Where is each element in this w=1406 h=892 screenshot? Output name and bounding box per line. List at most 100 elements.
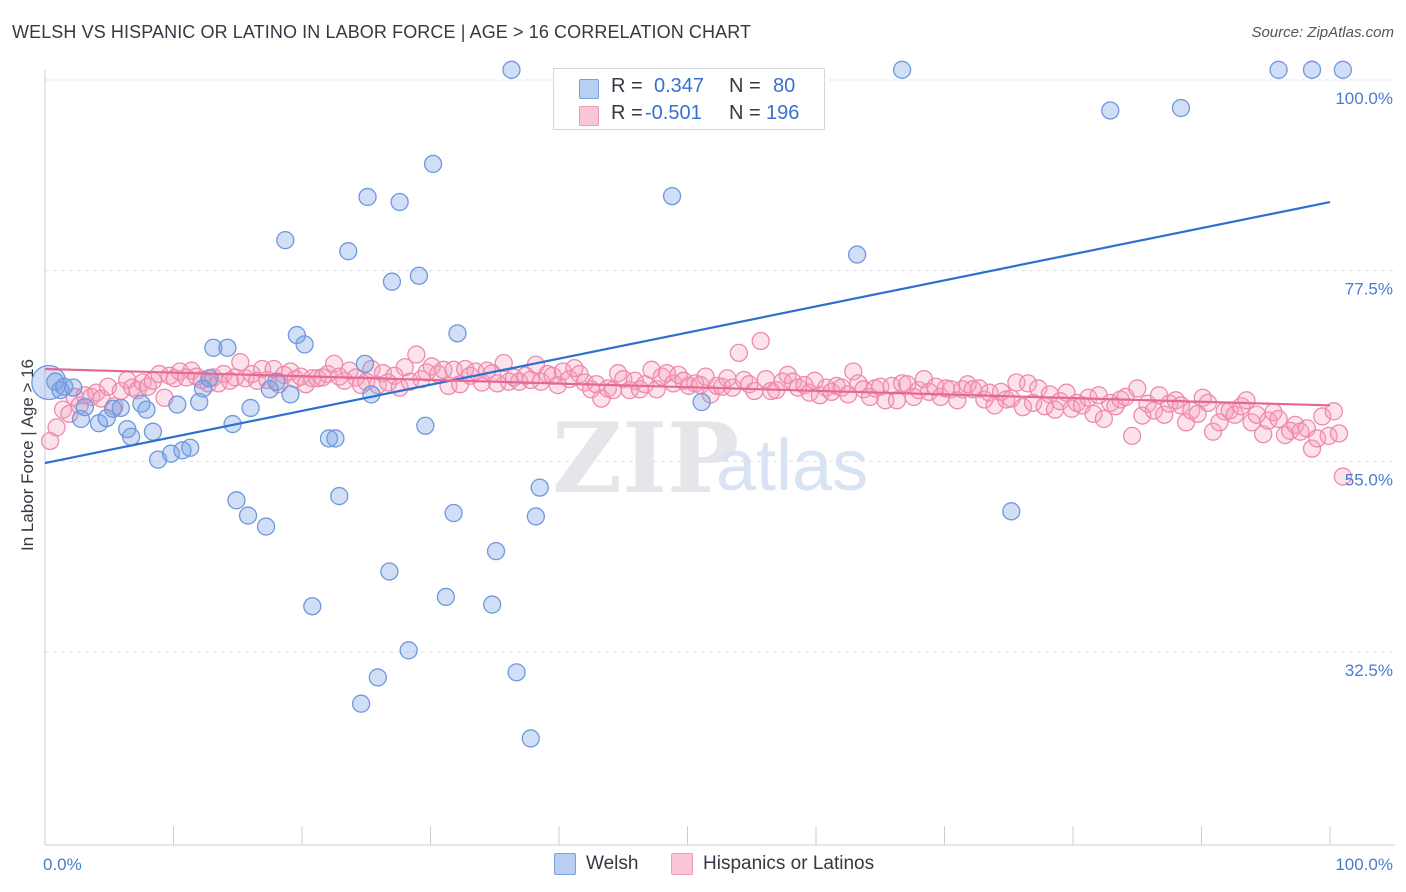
hispanic-r-value: -0.501 — [645, 102, 702, 124]
welsh-point — [892, 60, 912, 79]
welsh-point — [507, 663, 526, 682]
welsh-point — [1302, 60, 1322, 79]
hispanic-point — [400, 372, 420, 391]
welsh-point — [355, 354, 375, 374]
chart-source: Source: ZipAtlas.com — [1251, 24, 1394, 41]
welsh-point — [530, 478, 549, 497]
stats-row-welsh: R = 0.347 N = 80 — [554, 75, 824, 101]
welsh-point — [111, 398, 130, 418]
welsh-point — [276, 231, 295, 250]
hispanic-point — [340, 361, 359, 380]
hispanic-point — [488, 374, 507, 393]
y-tick-label: 55.0% — [1345, 470, 1393, 489]
welsh-point — [238, 506, 258, 525]
welsh-point — [303, 597, 322, 616]
welsh-point — [143, 422, 163, 441]
hispanic-point — [608, 364, 628, 383]
hispanic-point — [844, 362, 863, 381]
hispanic-points — [40, 331, 1352, 486]
hispanic-point — [1062, 399, 1081, 418]
hispanic-point — [220, 371, 240, 390]
hispanic-n-label: N = — [729, 102, 761, 124]
hispanic-point — [395, 358, 414, 377]
welsh-point — [382, 272, 402, 291]
hispanic-point — [1269, 409, 1288, 429]
welsh-point — [103, 399, 123, 418]
y-axis-label: In Labor Force | Age > 16 — [18, 359, 37, 551]
welsh-point — [358, 187, 377, 207]
stats-box: R = 0.347 N = 80 R = -0.501 N = 196 — [553, 68, 825, 130]
hispanic-point — [1024, 393, 1043, 413]
hispanic-point — [1084, 404, 1103, 424]
welsh-point — [132, 394, 151, 413]
welsh-point — [368, 668, 387, 687]
legend: Welsh Hispanics or Latinos — [0, 850, 1406, 880]
hispanic-point — [434, 360, 453, 379]
y-tick-label: 100.0% — [1335, 89, 1393, 108]
hispanic-point — [1237, 391, 1256, 410]
welsh-n-value: 80 — [773, 75, 796, 97]
welsh-point — [362, 385, 381, 404]
hispanic-trend-line — [44, 367, 1331, 407]
welsh-point — [71, 409, 91, 429]
hispanic-point — [1018, 374, 1038, 393]
welsh-point — [847, 245, 867, 264]
hispanic-point — [1133, 406, 1152, 425]
hispanic-point — [138, 377, 157, 396]
legend-label-hispanic: Hispanics or Latinos — [703, 853, 875, 874]
welsh-point — [267, 372, 286, 391]
hispanic-point — [1333, 467, 1352, 486]
welsh-point — [399, 641, 418, 660]
welsh-point — [662, 186, 682, 206]
hispanic-point — [948, 391, 967, 410]
hispanic-point — [805, 371, 824, 390]
x-tick-label-max: 100.0% — [1335, 855, 1393, 874]
stats-row-hispanic: R = -0.501 N = 196 — [554, 102, 824, 128]
welsh-point — [168, 395, 187, 414]
welsh-point — [692, 392, 711, 412]
hispanic-point — [751, 331, 770, 351]
hispanic-point — [565, 358, 584, 378]
welsh-point — [326, 429, 345, 448]
welsh-point — [287, 325, 307, 345]
legend-swatch-hispanic — [671, 853, 693, 875]
welsh-point — [295, 335, 314, 354]
welsh-point — [121, 427, 141, 446]
hispanic-point — [1013, 397, 1033, 417]
welsh-point — [502, 60, 521, 79]
hispanic-point — [1094, 409, 1113, 429]
hispanic-point — [1155, 405, 1174, 424]
welsh-point — [181, 438, 200, 457]
axis-labels: In Labor Force | Age > 16 100.0% 77.5% 55.… — [18, 89, 1393, 874]
hispanic-point — [892, 374, 912, 393]
hispanic-point — [729, 343, 749, 363]
welsh-point — [416, 416, 435, 435]
hispanic-point — [958, 375, 977, 394]
welsh-point — [1333, 60, 1352, 79]
trend-lines — [44, 200, 1331, 465]
welsh-point — [227, 491, 246, 510]
hispanic-swatch — [579, 106, 599, 126]
welsh-point — [483, 595, 502, 614]
welsh-point — [200, 369, 219, 388]
welsh-point — [444, 503, 463, 523]
hispanic-point — [1324, 402, 1344, 421]
welsh-point — [380, 562, 399, 581]
hispanic-point — [674, 371, 693, 390]
hispanic-point — [308, 369, 327, 388]
welsh-point — [351, 694, 371, 713]
hispanic-point — [1254, 425, 1273, 444]
welsh-r-value: 0.347 — [654, 75, 705, 97]
hispanic-r-label: R = — [611, 102, 643, 124]
welsh-point — [448, 324, 467, 343]
hispanic-point — [1302, 439, 1322, 458]
welsh-points — [31, 60, 1352, 748]
hispanic-point — [548, 375, 567, 395]
hispanic-point — [657, 364, 677, 383]
hispanic-point — [494, 353, 513, 373]
welsh-point — [1171, 98, 1191, 118]
welsh-trend-line — [44, 200, 1331, 465]
welsh-point — [339, 242, 358, 261]
legend-label-welsh: Welsh — [586, 853, 639, 874]
